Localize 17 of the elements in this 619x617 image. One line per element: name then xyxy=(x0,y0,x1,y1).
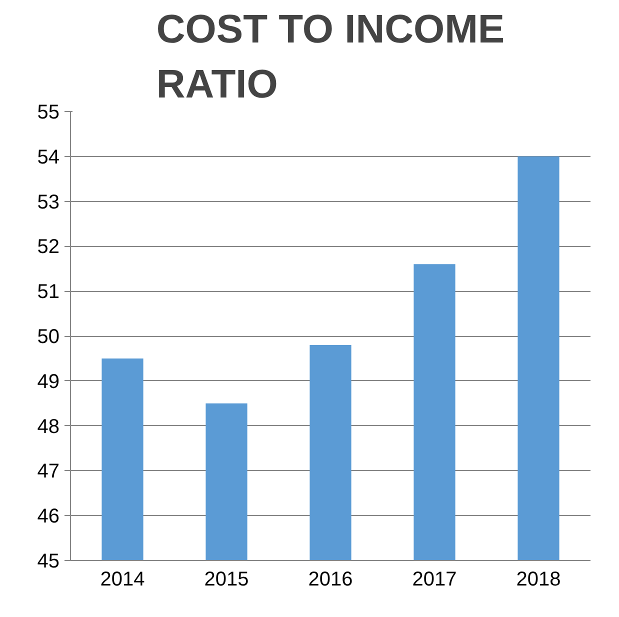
x-tick-label: 2015 xyxy=(204,568,249,590)
y-tick-label: 45 xyxy=(37,550,60,572)
y-tick-label: 46 xyxy=(37,506,60,528)
chart-title: COST TO INCOME RATIO xyxy=(156,8,505,106)
y-tick-label: 49 xyxy=(37,370,60,393)
y-tick-label: 51 xyxy=(37,281,60,304)
y-tick-label: 50 xyxy=(37,326,60,348)
y-tick-label: 54 xyxy=(37,146,60,168)
y-tick-label: 47 xyxy=(37,460,60,483)
x-tick-label: 2017 xyxy=(412,568,457,590)
x-tick-label: 2014 xyxy=(100,568,145,590)
y-tick-label: 53 xyxy=(37,191,60,214)
y-tick-label: 55 xyxy=(37,102,60,124)
y-tick-label: 48 xyxy=(37,416,60,438)
y-tick-label: 52 xyxy=(37,236,60,258)
x-tick-label: 2018 xyxy=(516,568,561,590)
x-tick-label: 2016 xyxy=(308,568,353,590)
